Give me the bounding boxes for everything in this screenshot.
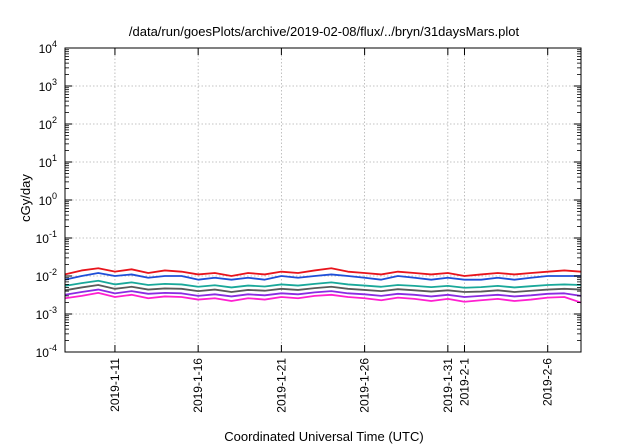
x-tick-label: 2019-1-11: [108, 358, 122, 412]
series-line: [64, 267, 582, 277]
x-axis-label: Coordinated Universal Time (UTC): [224, 429, 423, 444]
x-tick-label: 2019-1-31: [441, 358, 455, 413]
x-tick-label: 2019-1-21: [274, 358, 288, 413]
y-tick-label: 10-2: [36, 267, 57, 284]
series-layer: [64, 267, 582, 304]
x-tick-label: 2019-2-1: [457, 358, 471, 406]
y-tick-label: 104: [39, 39, 57, 56]
series-line: [64, 291, 582, 304]
x-tick-label: 2019-1-26: [358, 358, 372, 413]
y-tick-label: 102: [39, 115, 57, 132]
y-tick-label: 100: [39, 191, 57, 208]
grid: [65, 47, 581, 353]
y-tick-label: 101: [39, 153, 57, 170]
y-tick-label: 103: [39, 77, 57, 94]
chart-title: /data/run/goesPlots/archive/2019-02-08/f…: [129, 24, 520, 39]
series-line: [64, 288, 582, 298]
y-tick-label: 10-3: [36, 305, 57, 322]
series-line: [64, 284, 582, 293]
x-tick-label: 2019-2-6: [541, 358, 555, 406]
y-axis: 10-4 10-3 10-2 10-1 100 101 102 103 104: [36, 39, 581, 360]
series-line: [64, 272, 581, 281]
y-tick-label: 10-1: [36, 229, 57, 246]
series-line: [64, 279, 582, 289]
y-tick-label: 10-4: [36, 343, 57, 360]
x-tick-label: 2019-1-16: [191, 358, 205, 413]
x-axis: 2019-1-11 2019-1-16 2019-1-21 2019-1-26 2019…: [108, 48, 555, 413]
y-axis-label: cGy/day: [18, 174, 33, 222]
